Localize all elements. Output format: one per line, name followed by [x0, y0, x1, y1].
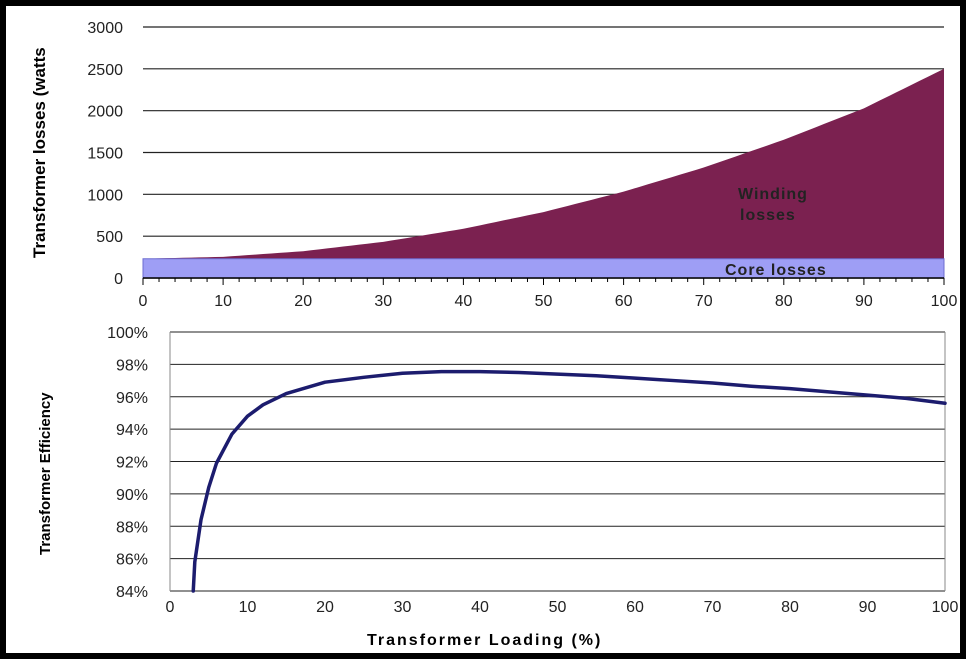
efficiency-ticks: 84% 86% 88% 90% 92% 94% 96% 98% 100% 0 10 20 30 40 50 6…: [107, 325, 958, 616]
efficiency-chart: 84% 86% 88% 90% 92% 94% 96% 98% 100% 0 10 20 30 40 50 6…: [37, 325, 958, 649]
efficiency-x-tick-label: 70: [704, 599, 722, 616]
efficiency-y-tick-label: 88%: [116, 519, 148, 536]
efficiency-x-tick-label: 50: [549, 599, 567, 616]
losses-y-tick-label: 2500: [87, 62, 123, 79]
efficiency-y-tick-label: 96%: [116, 390, 148, 407]
winding-losses-label-line1: Winding: [738, 186, 808, 203]
losses-y-tick-label: 500: [96, 229, 123, 246]
efficiency-x-axis-label: Transformer Loading (%): [367, 632, 602, 649]
efficiency-gridlines: [170, 332, 945, 591]
losses-x-tick-label: 50: [535, 293, 553, 310]
losses-x-tick-label: 20: [294, 293, 312, 310]
losses-y-tick-label: 2000: [87, 104, 123, 121]
losses-y-tick-label: 1500: [87, 146, 123, 163]
efficiency-y-tick-label: 94%: [116, 422, 148, 439]
efficiency-x-tick-label: 60: [626, 599, 644, 616]
efficiency-y-tick-label: 98%: [116, 357, 148, 374]
winding-losses-label-line2: losses: [740, 207, 796, 224]
losses-x-tick-label: 10: [214, 293, 232, 310]
losses-areas: [143, 69, 944, 278]
losses-y-tick-label: 0: [114, 271, 123, 288]
losses-x-tick-label: 0: [139, 293, 148, 310]
efficiency-x-tick-label: 20: [316, 599, 334, 616]
losses-x-tick-label: 80: [775, 293, 793, 310]
efficiency-x-tick-label: 40: [471, 599, 489, 616]
losses-x-tick-label: 100: [931, 293, 958, 310]
efficiency-y-tick-label: 84%: [116, 584, 148, 601]
efficiency-y-tick-label: 90%: [116, 487, 148, 504]
efficiency-x-tick-label: 80: [781, 599, 799, 616]
efficiency-y-axis-label: Transformer Efficiency: [37, 392, 54, 555]
efficiency-x-tick-label: 0: [166, 599, 175, 616]
losses-x-tick-label: 40: [455, 293, 473, 310]
efficiency-y-tick-label: 100%: [107, 325, 148, 342]
efficiency-x-tick-label: 90: [859, 599, 877, 616]
core-losses-label: Core losses: [725, 262, 827, 279]
efficiency-x-tick-label: 10: [239, 599, 257, 616]
losses-x-tick-label: 90: [855, 293, 873, 310]
losses-y-tick-label: 1000: [87, 187, 123, 204]
losses-x-tick-label: 30: [374, 293, 392, 310]
efficiency-y-tick-label: 86%: [116, 552, 148, 569]
winding-losses-area: [143, 69, 944, 278]
losses-x-tick-label: 60: [615, 293, 633, 310]
losses-y-tick-label: 3000: [87, 20, 123, 37]
losses-x-tick-label: 70: [695, 293, 713, 310]
efficiency-x-tick-label: 30: [394, 599, 412, 616]
losses-chart: 0 500 1000 1500 2000 2500 3000 0 10 20 30 40 50 60 70 8…: [30, 20, 957, 310]
efficiency-y-tick-label: 92%: [116, 455, 148, 472]
efficiency-x-tick-label: 100: [932, 599, 959, 616]
losses-y-axis-label: Transformer losses (watts: [30, 47, 49, 258]
